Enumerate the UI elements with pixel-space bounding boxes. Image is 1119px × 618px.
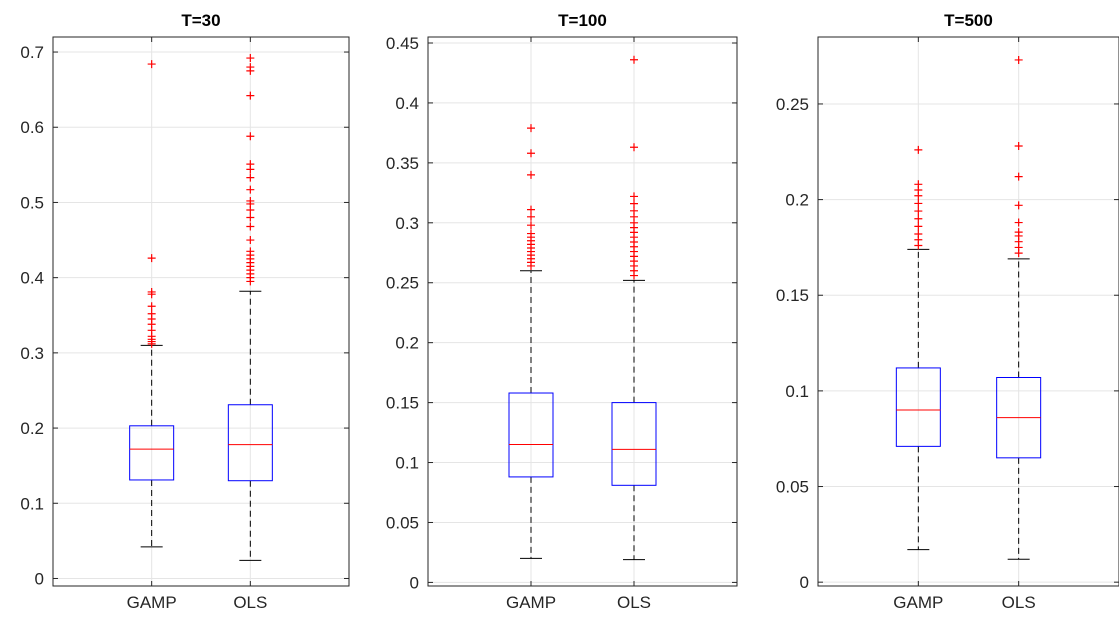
outlier-marker	[630, 199, 638, 208]
y-tick-label: 0.4	[20, 269, 44, 288]
outlier-marker	[630, 143, 638, 152]
outlier-marker	[147, 302, 156, 311]
outlier-marker	[914, 199, 923, 208]
box-gamp	[895, 145, 941, 551]
y-tick-label: 0.05	[776, 478, 809, 497]
box-gamp	[129, 60, 175, 548]
axes-frame	[817, 36, 1119, 587]
outlier-marker	[527, 149, 535, 158]
plot-area	[53, 37, 349, 586]
y-tick-label: 0.3	[395, 214, 419, 233]
outlier-marker	[1014, 218, 1023, 227]
x-tick-label: OLS	[1002, 593, 1036, 612]
y-tick-label: 0.7	[20, 43, 44, 62]
x-tick-label: OLS	[233, 593, 267, 612]
y-tick-label: 0.6	[20, 118, 44, 137]
outlier-marker	[914, 214, 923, 223]
y-tick-label: 0.1	[20, 494, 44, 513]
y-tick-label: 0.15	[776, 286, 809, 305]
outlier-marker	[147, 254, 156, 263]
outlier-marker	[1014, 172, 1023, 181]
outlier-marker	[246, 185, 255, 194]
outlier-marker	[246, 91, 255, 100]
y-tick-label: 0.35	[386, 154, 419, 173]
box-ols	[227, 54, 273, 561]
outlier-marker	[246, 160, 255, 169]
y-tick-label: 0.1	[395, 454, 419, 473]
iqr-box	[129, 425, 175, 481]
plot-area	[428, 37, 737, 586]
outlier-marker	[527, 229, 535, 238]
iqr-box	[508, 392, 554, 478]
box-ols	[996, 55, 1042, 560]
chart-panel-0: 0 0.1 0.2 0.3 0.4 0.5 0.6 0.7 GAMP OLS T=30	[20, 11, 350, 612]
outlier-marker	[914, 222, 923, 231]
chart-title: T=500	[944, 11, 993, 30]
y-tick-label: 0.1	[785, 382, 809, 401]
y-tick-label: 0.2	[395, 334, 419, 353]
y-tick-label: 0.3	[20, 344, 44, 363]
x-tick-label: GAMP	[127, 593, 177, 612]
outlier-marker	[246, 173, 255, 182]
chart-title: T=100	[558, 11, 607, 30]
outlier-marker	[914, 230, 923, 239]
outlier-marker	[914, 180, 923, 189]
outlier-marker	[630, 206, 638, 215]
outlier-marker	[1014, 228, 1023, 237]
y-tick-label: 0.2	[785, 191, 809, 210]
outlier-marker	[527, 124, 535, 133]
x-tick-label: OLS	[617, 593, 651, 612]
outlier-marker	[527, 212, 535, 221]
outlier-marker	[1014, 142, 1023, 151]
outlier-marker	[246, 236, 255, 245]
y-tick-label: 0.45	[386, 34, 419, 53]
y-tick-label: 0.4	[395, 94, 419, 113]
outlier-marker	[527, 205, 535, 214]
outlier-marker	[914, 145, 923, 154]
iqr-box	[895, 367, 941, 447]
x-tick-label: GAMP	[893, 593, 943, 612]
y-tick-label: 0	[800, 573, 809, 592]
outlier-marker	[147, 309, 156, 318]
axes-frame	[52, 36, 350, 587]
iqr-box	[227, 404, 273, 482]
y-tick-label: 0.25	[386, 274, 419, 293]
chart-title: T=30	[181, 11, 220, 30]
box-ols	[611, 55, 657, 561]
chart-panel-1: 0 0.05 0.1 0.15 0.2 0.25 0.3 0.35 0.4 0.45 GAMP OLS…	[386, 11, 738, 612]
outlier-marker	[914, 207, 923, 216]
y-tick-label: 0.2	[20, 419, 44, 438]
outlier-marker	[246, 196, 255, 205]
outlier-marker	[1014, 201, 1023, 210]
outlier-marker	[1014, 55, 1023, 64]
chart-panel-2: 0 0.05 0.1 0.15 0.2 0.25 GAMP OLS T=500	[776, 11, 1119, 612]
outlier-marker	[147, 60, 156, 69]
y-tick-label: 0	[35, 569, 44, 588]
plot-area	[818, 37, 1119, 586]
outlier-marker	[246, 132, 255, 141]
outlier-marker	[246, 247, 255, 256]
outlier-marker	[630, 55, 638, 64]
outlier-marker	[246, 54, 255, 63]
outlier-marker	[246, 222, 255, 231]
y-tick-label: 0	[410, 573, 419, 592]
box-gamp	[508, 124, 554, 559]
outlier-marker	[246, 63, 255, 72]
y-tick-label: 0.15	[386, 394, 419, 413]
y-tick-label: 0.5	[20, 193, 44, 212]
outlier-marker	[147, 287, 156, 296]
y-tick-label: 0.05	[386, 513, 419, 532]
y-tick-label: 0.25	[776, 95, 809, 114]
axes-frame	[427, 36, 738, 587]
outlier-marker	[246, 213, 255, 222]
x-tick-label: GAMP	[506, 593, 556, 612]
outlier-marker	[527, 170, 535, 179]
outlier-marker	[527, 221, 535, 230]
outlier-marker	[630, 192, 638, 201]
iqr-box	[611, 402, 657, 486]
